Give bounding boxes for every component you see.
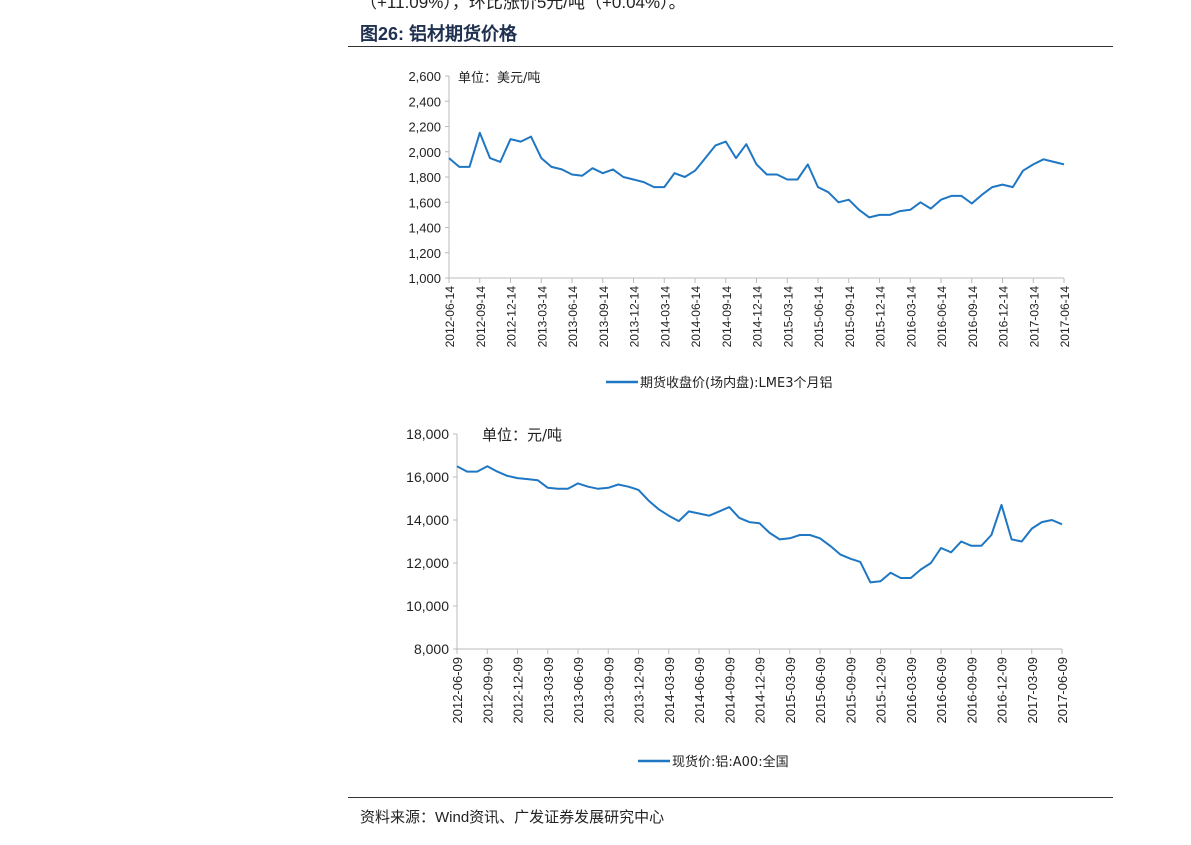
- x-tick-label: 2015-09-09: [843, 657, 858, 724]
- x-tick-label: 2012-12-14: [505, 286, 519, 348]
- x-tick-label: 2015-12-09: [874, 657, 889, 724]
- y-tick-label: 10,000: [406, 598, 449, 614]
- y-tick-label: 2,000: [408, 145, 441, 160]
- x-tick-label: 2015-09-14: [843, 286, 857, 348]
- series-line: [456, 465, 1063, 584]
- x-tick-label: 2015-03-09: [783, 657, 798, 724]
- y-tick-label: 2,600: [408, 69, 441, 84]
- x-tick-label: 2014-09-14: [720, 286, 734, 348]
- y-tick-label: 2,400: [408, 94, 441, 109]
- x-tick-label: 2013-12-14: [628, 286, 642, 348]
- x-tick-label: 2015-12-14: [874, 286, 888, 348]
- x-tick-label: 2013-12-09: [632, 657, 647, 724]
- x-tick-label: 2016-09-14: [966, 286, 980, 348]
- x-tick-label: 2016-06-09: [934, 657, 949, 724]
- x-tick-label: 2013-06-09: [571, 657, 586, 724]
- x-tick-label: 2014-03-09: [662, 657, 677, 724]
- x-tick-label: 2017-03-14: [1027, 286, 1041, 348]
- x-tick-label: 2013-06-14: [566, 286, 580, 348]
- x-tick-label: 2012-09-14: [474, 286, 488, 348]
- series-line: [448, 131, 1065, 219]
- x-tick-label: 2012-09-09: [480, 657, 495, 724]
- y-tick-label: 1,600: [408, 195, 441, 210]
- x-tick-label: 2016-03-14: [904, 286, 918, 348]
- x-tick-label: 2017-06-14: [1058, 286, 1072, 348]
- x-tick-label: 2017-03-09: [1025, 657, 1040, 724]
- y-tick-label: 14,000: [406, 512, 449, 528]
- y-tick-label: 1,200: [408, 246, 441, 261]
- x-tick-label: 2013-03-09: [541, 657, 556, 724]
- y-tick-label: 18,000: [406, 426, 449, 442]
- x-tick-label: 2016-12-14: [997, 286, 1011, 348]
- y-tick-label: 1,400: [408, 221, 441, 236]
- x-tick-label: 2014-09-09: [722, 657, 737, 724]
- y-tick-label: 1,800: [408, 170, 441, 185]
- x-tick-label: 2015-03-14: [781, 286, 795, 348]
- y-tick-label: 1,000: [408, 271, 441, 286]
- x-tick-label: 2012-06-14: [443, 286, 457, 348]
- y-tick-label: 2,200: [408, 120, 441, 135]
- x-tick-label: 2013-03-14: [535, 286, 549, 348]
- x-tick-label: 2014-06-14: [689, 286, 703, 348]
- x-tick-label: 2016-03-09: [904, 657, 919, 724]
- x-tick-label: 2016-06-14: [935, 286, 949, 348]
- legend-label: 期货收盘价(场内盘):LME3个月铝: [640, 375, 832, 391]
- x-tick-label: 2014-03-14: [658, 286, 672, 348]
- figure-title: 图26: 铝材期货价格: [360, 24, 518, 44]
- source-rule: [348, 797, 1113, 798]
- y-tick-label: 8,000: [414, 641, 449, 657]
- legend-label: 现货价:铝:A00:全国: [672, 754, 789, 770]
- x-tick-label: 2012-06-09: [450, 657, 465, 724]
- x-tick-label: 2017-06-09: [1055, 657, 1070, 724]
- x-tick-label: 2013-09-14: [597, 286, 611, 348]
- y-tick-label: 16,000: [406, 469, 449, 485]
- x-tick-label: 2012-12-09: [511, 657, 526, 724]
- x-tick-label: 2015-06-14: [812, 286, 826, 348]
- title-rule: [348, 46, 1113, 47]
- x-tick-label: 2015-06-09: [813, 657, 828, 724]
- x-tick-label: 2014-12-14: [751, 286, 765, 348]
- source-note: 资料来源：Wind资讯、广发证券发展研究中心: [360, 809, 665, 826]
- intro-text: （+11.09%），环比涨价5元/吨（+0.04%）。: [360, 0, 686, 12]
- y-tick-label: 12,000: [406, 555, 449, 571]
- x-tick-label: 2013-09-09: [601, 657, 616, 724]
- x-tick-label: 2016-12-09: [995, 657, 1010, 724]
- unit-label: 单位：美元/吨: [458, 71, 540, 86]
- x-tick-label: 2014-06-09: [692, 657, 707, 724]
- x-tick-label: 2016-09-09: [964, 657, 979, 724]
- unit-label: 单位：元/吨: [482, 426, 562, 444]
- x-tick-label: 2014-12-09: [753, 657, 768, 724]
